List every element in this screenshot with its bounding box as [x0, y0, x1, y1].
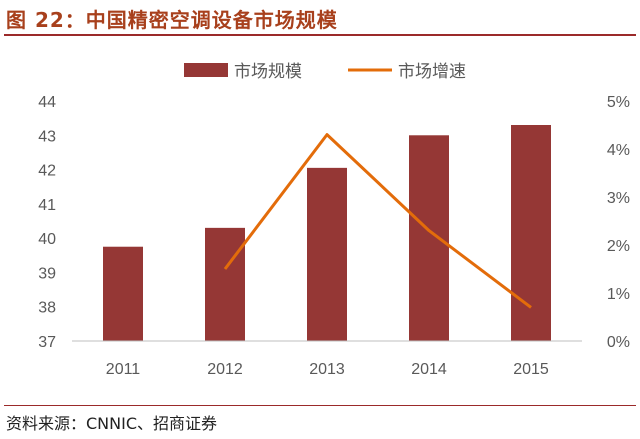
right-axis-tick-label: 1%: [607, 286, 630, 303]
x-tick-label: 2015: [513, 361, 549, 378]
left-axis-tick-label: 37: [38, 334, 56, 351]
bar-2012: [205, 227, 245, 341]
x-tick-label: 2011: [106, 361, 141, 378]
growth-line: [223, 133, 532, 309]
bar-2015: [511, 125, 551, 341]
left-axis-tick-label: 39: [38, 265, 56, 282]
left-axis-tick-label: 41: [38, 197, 56, 214]
legend-swatch-bar: [184, 63, 228, 77]
left-axis-tick-label: 38: [38, 300, 56, 317]
title-divider: [4, 34, 636, 36]
right-axis-tick-label: 0%: [607, 334, 630, 351]
left-axis-tick-label: 40: [38, 231, 56, 248]
left-axis-tick-label: 42: [38, 163, 56, 180]
x-tick-label: 2012: [207, 361, 243, 378]
left-axis-tick-label: 44: [38, 94, 56, 111]
left-axis-tick-label: 43: [38, 128, 56, 145]
legend-label-line: 市场增速: [398, 62, 466, 82]
bar-2014: [409, 135, 449, 341]
legend-label-bar: 市场规模: [234, 62, 302, 82]
chart: 37 38 39 40 41 42 43 44 0% 1% 2% 3% 4% 5% 2011 2012 2013…: [38, 62, 630, 378]
bar-2011: [103, 246, 143, 341]
x-tick-label: 2014: [411, 361, 447, 378]
bar-2013: [307, 167, 347, 341]
source-divider: [4, 405, 636, 406]
right-axis-tick-label: 3%: [607, 190, 630, 207]
right-axis-tick-label: 5%: [607, 94, 630, 111]
right-axis-tick-label: 4%: [607, 142, 630, 159]
source-note: 资料来源：CNNIC、招商证券: [6, 414, 218, 433]
x-tick-label: 2013: [309, 361, 345, 378]
right-axis-tick-label: 2%: [607, 238, 630, 255]
figure-title: 图 22：中国精密空调设备市场规模: [6, 8, 338, 32]
